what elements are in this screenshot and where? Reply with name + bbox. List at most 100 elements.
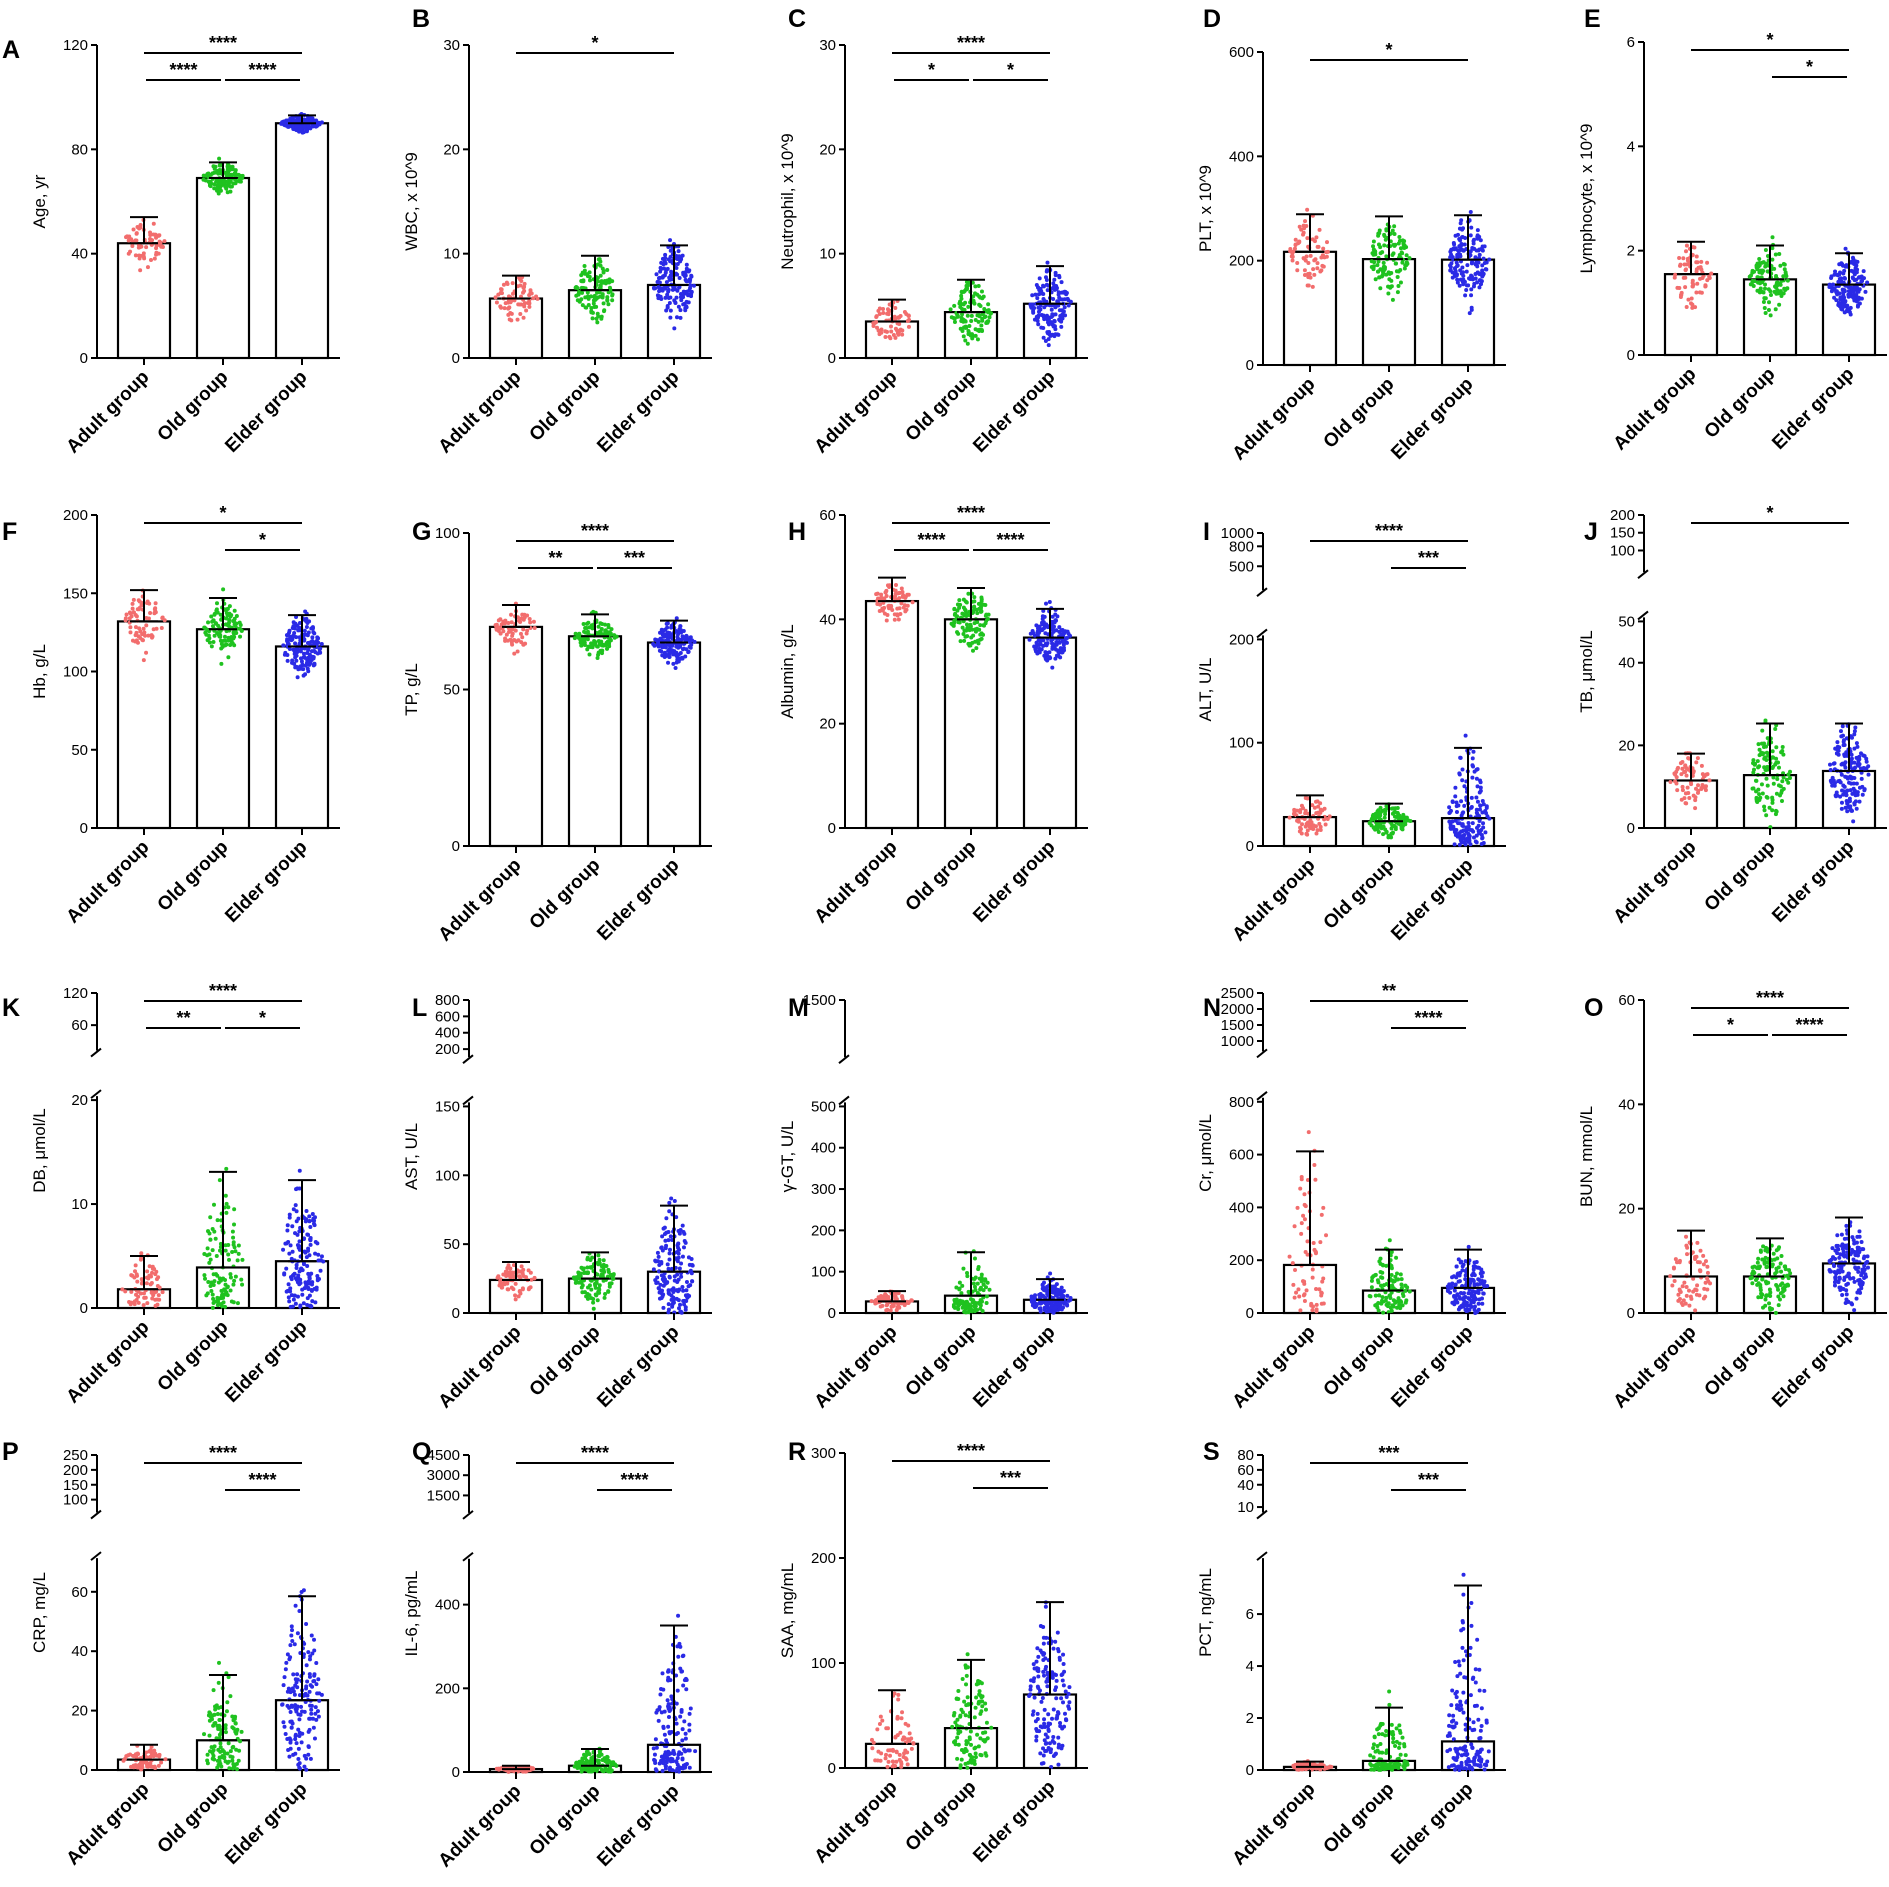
data-point	[986, 302, 991, 307]
data-point	[153, 610, 158, 615]
data-point	[896, 617, 901, 622]
data-point	[135, 1279, 140, 1284]
data-point	[666, 287, 671, 292]
data-point	[1403, 822, 1408, 827]
data-point	[1066, 1298, 1071, 1303]
data-point	[684, 1280, 689, 1285]
data-point	[1457, 771, 1462, 776]
data-point	[228, 1288, 233, 1293]
data-point	[674, 295, 679, 300]
data-point	[893, 306, 898, 311]
data-point	[515, 317, 520, 322]
data-point	[1455, 277, 1460, 282]
panel-letter: H	[788, 518, 806, 546]
data-point	[294, 1262, 299, 1267]
y-tick-label: 0	[828, 350, 836, 367]
data-point	[664, 621, 669, 626]
bar-3	[274, 645, 330, 830]
data-point	[1839, 261, 1844, 266]
data-point	[586, 302, 591, 307]
data-point	[886, 1295, 891, 1300]
data-point	[499, 291, 504, 296]
data-point	[680, 1223, 685, 1228]
data-point	[223, 1248, 228, 1253]
bar-3	[274, 122, 330, 360]
data-point	[1469, 305, 1474, 310]
data-point	[304, 624, 309, 629]
data-point	[226, 1252, 231, 1257]
data-point	[528, 288, 533, 293]
data-point	[969, 635, 974, 640]
data-point	[950, 622, 955, 627]
y-tick-label: 80	[71, 141, 88, 158]
data-point	[1757, 256, 1762, 261]
data-point	[1779, 790, 1784, 795]
data-point	[215, 1218, 220, 1223]
data-point	[1044, 601, 1049, 606]
data-point	[684, 299, 689, 304]
data-point	[906, 592, 911, 597]
y-tick-label: 30	[819, 37, 836, 54]
data-point	[157, 1297, 162, 1302]
data-point	[226, 183, 231, 188]
x-category-label: Elder group	[221, 1317, 311, 1407]
data-point	[1846, 805, 1851, 810]
data-point	[1705, 260, 1710, 265]
data-point	[975, 611, 980, 616]
data-point	[134, 614, 139, 619]
data-point	[506, 1287, 511, 1292]
data-point	[202, 1252, 207, 1257]
data-point	[312, 123, 317, 128]
x-category-label: Adult group	[1610, 837, 1701, 928]
data-point	[1679, 292, 1684, 297]
data-point	[972, 1276, 977, 1281]
data-point	[528, 1270, 533, 1275]
data-point	[655, 1250, 660, 1255]
y-tick-label: 400	[1229, 1199, 1254, 1216]
data-point	[217, 1178, 222, 1183]
data-point	[1382, 232, 1387, 237]
data-point	[877, 312, 882, 317]
data-point	[672, 326, 677, 331]
data-point	[133, 633, 138, 638]
data-point	[129, 614, 134, 619]
data-point	[210, 1248, 215, 1253]
data-point	[964, 622, 969, 627]
data-point	[1028, 631, 1033, 636]
data-point	[959, 1291, 964, 1296]
data-point	[676, 1277, 681, 1282]
data-point	[966, 641, 971, 646]
data-point	[1844, 798, 1849, 803]
y-tick-label: 40	[71, 246, 88, 263]
data-point	[1685, 258, 1690, 263]
data-point	[652, 643, 657, 648]
x-category-label: Old group	[154, 837, 233, 916]
data-point	[497, 1283, 502, 1288]
data-point	[226, 655, 231, 660]
significance-label: *	[1766, 30, 1773, 50]
data-point	[206, 1280, 211, 1285]
data-point	[1683, 285, 1688, 290]
data-point	[138, 1291, 143, 1296]
data-point	[612, 633, 617, 638]
data-point	[1686, 756, 1691, 761]
data-point	[964, 628, 969, 633]
data-point	[148, 611, 153, 616]
data-point	[1778, 263, 1783, 268]
data-point	[668, 308, 673, 313]
data-point	[496, 292, 501, 297]
data-point	[1400, 238, 1405, 243]
data-point	[1312, 258, 1317, 263]
data-point	[201, 177, 206, 182]
data-point	[151, 627, 156, 632]
data-point	[1066, 303, 1071, 308]
data-point	[1383, 237, 1388, 242]
y-axis-title: Albumin, g/L	[778, 624, 797, 719]
data-point	[496, 1274, 501, 1279]
data-point	[287, 628, 292, 633]
data-point	[1759, 782, 1764, 787]
data-point	[1059, 649, 1064, 654]
data-point	[229, 613, 234, 618]
x-category-label: Adult group	[1229, 374, 1320, 465]
